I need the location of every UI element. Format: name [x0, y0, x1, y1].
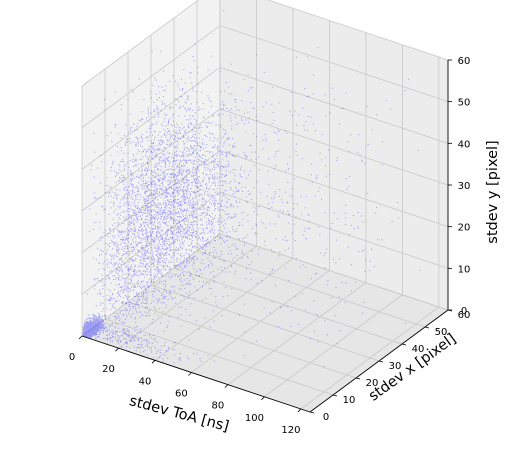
grid-line-z — [81, 67, 221, 170]
x-tick-label: 80 — [212, 401, 225, 412]
y-tick-label: 10 — [343, 395, 356, 406]
y-tick — [424, 326, 430, 329]
x-tick-label: 40 — [139, 376, 152, 387]
z-tick-label: 20 — [458, 223, 471, 234]
z-tick-label: 30 — [458, 181, 471, 192]
grid-line-z — [219, 233, 449, 311]
tick-labels: 0204060801001200102030405060010203040506… — [69, 56, 471, 436]
grid-line-z — [81, 0, 200, 87]
z-tick-label: 40 — [458, 139, 471, 150]
x-tick-label: 100 — [245, 413, 264, 424]
z-tick-label: 10 — [458, 264, 471, 275]
y-tick — [332, 394, 338, 397]
z-tick-label: 0 — [461, 306, 467, 317]
x-tick-label: 0 — [69, 352, 75, 363]
axes-grid — [81, 0, 449, 413]
x-tick-label: 120 — [281, 425, 300, 436]
y-tick-label: 50 — [435, 327, 448, 338]
pane-back-wall — [220, 0, 448, 310]
z-tick-label: 50 — [458, 98, 471, 109]
z-axis-label: stdev y [pixel] — [485, 140, 501, 243]
x-tick-label: 20 — [102, 364, 115, 375]
grid-line-y — [104, 318, 334, 396]
y-tick-label: 40 — [412, 344, 425, 355]
grid-line-y — [127, 301, 357, 379]
x-tick — [151, 360, 156, 364]
z-tick-label: 60 — [458, 56, 471, 67]
grid-line-z — [219, 150, 449, 228]
grid-line-z — [81, 192, 221, 295]
grid-line-z — [81, 25, 221, 128]
grid-line-y — [196, 250, 426, 328]
y-tick — [355, 377, 361, 380]
y-tick-label: 60 — [458, 310, 471, 321]
grid-line-z — [81, 108, 221, 212]
y-tick — [309, 411, 315, 414]
grid-line-z — [219, 108, 449, 186]
grid-line-y — [150, 284, 380, 362]
x-tick — [115, 347, 119, 352]
x-axis-line — [81, 335, 311, 413]
grid-line-z — [81, 233, 221, 337]
grid-line-z — [219, 25, 449, 103]
tick-marks — [78, 59, 453, 414]
x-tick — [224, 384, 229, 388]
y-tick — [401, 343, 407, 346]
x-tick — [297, 408, 302, 413]
grid-line-z — [219, 191, 449, 269]
x-tick — [261, 396, 265, 401]
x-tick-label: 60 — [175, 389, 188, 400]
x-tick — [78, 335, 83, 340]
y-tick — [378, 360, 384, 363]
scatter-points — [82, 10, 421, 367]
data-points — [82, 10, 421, 367]
y-tick-label: 30 — [389, 361, 402, 372]
y-tick-label: 0 — [323, 412, 329, 423]
x-tick — [188, 372, 192, 376]
grid-line-y — [173, 267, 403, 345]
grid-line-z — [219, 66, 449, 144]
grid-line-z — [266, 0, 449, 61]
y-tick-label: 20 — [366, 378, 379, 389]
grid-line-z — [81, 150, 221, 253]
